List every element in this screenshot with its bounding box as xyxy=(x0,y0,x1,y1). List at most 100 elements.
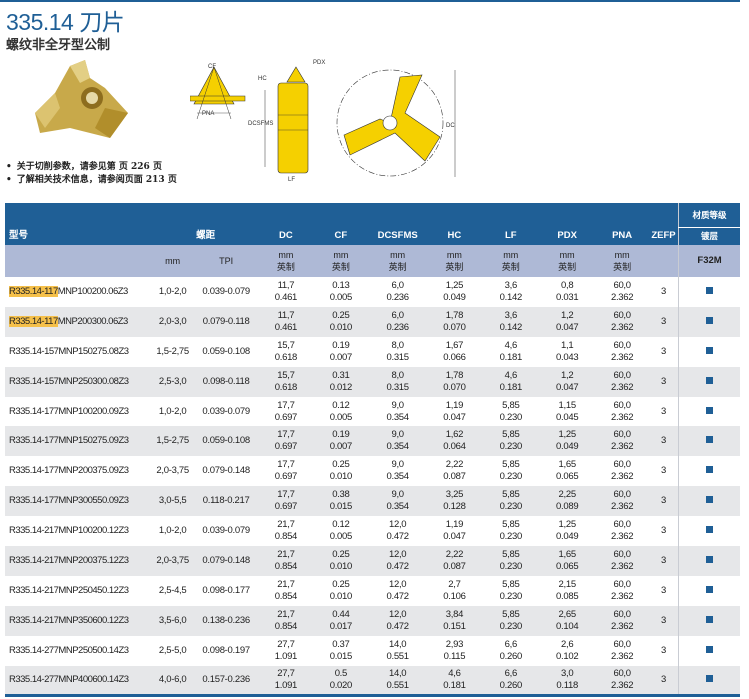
cell-model[interactable]: R335.14-177MNP150275.09Z3 xyxy=(5,426,153,457)
unit-metric: mm xyxy=(278,250,294,260)
cell-grade-f32m xyxy=(678,546,740,576)
cell-zefp: 3 xyxy=(648,665,679,697)
cell-model[interactable]: R335.14-177MNP100200.09Z3 xyxy=(5,397,152,427)
pdx-mm: 1,2 xyxy=(561,369,574,381)
unit-metric: mm xyxy=(559,250,575,260)
dcsfms-mm: 6,0 xyxy=(391,309,404,321)
front-view: DC xyxy=(336,69,455,177)
cell-zefp: 3 xyxy=(648,306,679,337)
lf-mm: 6,6 xyxy=(504,667,518,679)
dcsfms-inch: 0.551 xyxy=(386,650,410,662)
cell-model[interactable]: R335.14-157MNP150275.08Z3 xyxy=(5,337,152,367)
col-pitch: 螺距 xyxy=(152,203,260,245)
lf-mm: 5,85 xyxy=(502,459,520,471)
pna-inch: 2.362 xyxy=(610,351,634,363)
unit-blank xyxy=(5,245,153,277)
cell-pitch-mm: 2,5-4,5 xyxy=(158,584,187,596)
cell-zefp: 3 xyxy=(648,366,679,397)
hc-mm: 1,19 xyxy=(445,519,464,531)
col-coating: 镀层 xyxy=(678,227,740,245)
table-row: R335.14-217MNP250450.12Z3 2,5-4,5 0.098-0.… xyxy=(5,575,740,606)
lf-mm: 5,85 xyxy=(502,429,520,441)
lf-inch: 0.181 xyxy=(499,351,523,363)
cell-pitch-tpi: 0.059-0.108 xyxy=(193,426,260,457)
cell-model[interactable]: R335.14-277MNP400600.14Z3 xyxy=(5,665,153,697)
notes-list: 关于切削参数，请参见第 页 226 页 了解相关技术信息，请参阅页面 213 页 xyxy=(6,161,177,187)
pdx-inch: 0.085 xyxy=(556,590,579,602)
cell-pdx: 2,15 0.085 xyxy=(539,576,595,606)
pna-text: PNA xyxy=(202,111,214,117)
table-row: R335.14-217MNP200375.12Z3 2,0-3,75 0.079-0… xyxy=(5,546,740,576)
available-marker-icon xyxy=(706,674,714,682)
lf-mm: 3,6 xyxy=(504,309,518,321)
dc-inch: 0.697 xyxy=(274,501,298,513)
unit-inch: 英制 xyxy=(331,262,350,272)
col-cf: CF xyxy=(312,203,370,245)
unit-inch: 英制 xyxy=(445,262,464,272)
pdx-inch: 0.065 xyxy=(556,560,579,572)
cf-inch: 0.015 xyxy=(329,650,353,662)
dcsfms-mm: 8,0 xyxy=(391,339,404,351)
cell-cf: 0.12 0.005 xyxy=(313,397,369,427)
cell-pitch-tpi: 0.118-0.217 xyxy=(193,486,260,517)
hc-label: HC xyxy=(258,76,267,82)
cell-grade-f32m xyxy=(678,426,740,457)
cell-dc: 21,7 0.854 xyxy=(259,546,313,576)
cell-model[interactable]: R335.14-217MNP200375.12Z3 xyxy=(5,546,153,576)
pna-mm: 60,0 xyxy=(613,489,631,501)
model-code: R335.14-177MNP150275.09Z3 xyxy=(9,435,129,447)
cell-zefp: 3 xyxy=(661,345,666,357)
col-pna: PNA xyxy=(595,203,649,245)
pna-inch: 2.362 xyxy=(610,620,634,632)
cell-model[interactable]: R335.14-177MNP200375.09Z3 xyxy=(5,456,152,486)
cell-model[interactable]: R335.14-217MNP350600.12Z3 xyxy=(5,605,153,636)
dcsfms-inch: 0.354 xyxy=(386,441,410,453)
hc-inch: 0.181 xyxy=(443,679,466,691)
model-code: R335.14-217MNP100200.12Z3 xyxy=(9,525,129,537)
lf-inch: 0.181 xyxy=(499,381,523,393)
hc-inch: 0.087 xyxy=(443,560,466,572)
cell-model[interactable]: R335.14-117MNP100200.06Z3 xyxy=(5,277,152,307)
cell-pitch-mm: 3,5-6,0 xyxy=(152,605,194,636)
pdx-mm: 1,25 xyxy=(558,429,577,441)
lf-inch: 0.260 xyxy=(499,650,523,662)
table-row: R335.14-277MNP250500.14Z3 2,5-5,0 0.098-0.… xyxy=(5,635,740,666)
pna-inch: 2.362 xyxy=(610,321,634,333)
cf-mm: 0.38 xyxy=(332,489,350,501)
dc-inch: 0.461 xyxy=(274,321,298,333)
pna-mm: 60,0 xyxy=(613,459,631,471)
cell-zefp: 3 xyxy=(661,644,666,656)
page-title: 335.14 刀片 xyxy=(6,9,125,35)
cell-model[interactable]: R335.14-277MNP250500.14Z3 xyxy=(5,636,152,666)
dcsfms-inch: 0.354 xyxy=(386,411,410,423)
pna-inch: 2.362 xyxy=(610,531,634,543)
lf-mm: 4,6 xyxy=(504,339,518,351)
lf-mm: 5,85 xyxy=(502,519,520,531)
dc-mm: 17,7 xyxy=(277,489,295,501)
cell-pitch-tpi: 0.157-0.236 xyxy=(193,665,260,697)
unit-metric: mm xyxy=(333,250,349,260)
cell-model[interactable]: R335.14-177MNP300550.09Z3 xyxy=(5,486,153,517)
note-cutting-data[interactable]: 关于切削参数，请参见第 页 226 页 xyxy=(6,161,177,174)
cell-model[interactable]: R335.14-217MNP250450.12Z3 xyxy=(5,576,152,606)
note-technical-info[interactable]: 了解相关技术信息，请参阅页面 213 页 xyxy=(6,174,177,187)
dcsfms-inch: 0.236 xyxy=(386,291,410,303)
cell-lf: 5,85 0.230 xyxy=(483,397,539,427)
hc-inch: 0.087 xyxy=(443,471,466,483)
top-rule xyxy=(0,0,740,2)
cell-lf: 4,6 0.181 xyxy=(482,366,539,397)
cell-dc: 11,7 0.461 xyxy=(259,306,313,337)
cell-cf: 0.25 0.010 xyxy=(313,576,369,606)
cell-hc: 1,67 0.066 xyxy=(426,337,482,367)
pdx-mm: 2,15 xyxy=(558,578,577,590)
dcsfms-mm: 9,0 xyxy=(391,399,404,411)
cell-model[interactable]: R335.14-217MNP100200.12Z3 xyxy=(5,516,152,546)
dcsfms-inch: 0.472 xyxy=(386,620,410,632)
pdx-mm: 1,65 xyxy=(558,548,577,560)
col-lf: LF xyxy=(482,203,539,245)
cell-model[interactable]: R335.14-157MNP250300.08Z3 xyxy=(5,366,153,397)
thread-profile-view: PNA PNA CF xyxy=(190,64,246,120)
unit-blank xyxy=(648,245,679,277)
cf-mm: 0.19 xyxy=(332,429,350,441)
cell-model[interactable]: R335.14-117MNP200300.06Z3 xyxy=(5,306,153,337)
